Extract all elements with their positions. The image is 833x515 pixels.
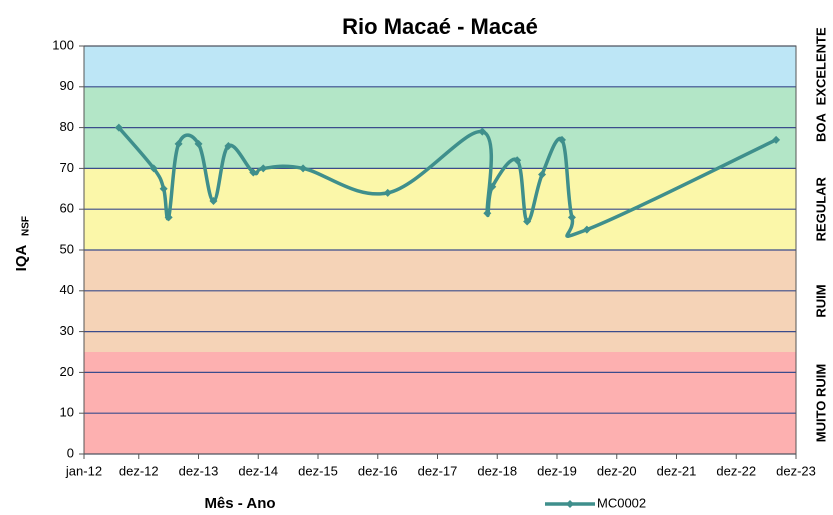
x-tick-label: dez-12 xyxy=(119,463,159,478)
x-tick-label: dez-16 xyxy=(358,463,398,478)
y-axis-title: IQA xyxy=(13,245,30,272)
chart-title: Rio Macaé - Macaé xyxy=(342,14,538,39)
band xyxy=(84,352,796,454)
point xyxy=(582,225,591,234)
plot-frame xyxy=(83,45,797,455)
band-label: MUITO RUIM xyxy=(813,364,828,442)
y-tick-label: 50 xyxy=(60,241,74,256)
point xyxy=(114,123,123,132)
y-tick-label: 90 xyxy=(60,78,74,93)
point xyxy=(249,168,258,177)
point xyxy=(772,135,781,144)
y-tick-label: 40 xyxy=(60,282,74,297)
point xyxy=(523,217,532,226)
legend-marker xyxy=(566,500,574,508)
legend-label: MC0002 xyxy=(597,495,646,510)
point xyxy=(194,139,203,148)
x-tick-label: dez-13 xyxy=(179,463,219,478)
point xyxy=(567,213,576,222)
point xyxy=(174,139,183,148)
x-tick-label: dez-18 xyxy=(477,463,517,478)
x-tick-label: jan-12 xyxy=(65,463,102,478)
band xyxy=(84,250,796,352)
y-tick-label: 30 xyxy=(60,323,74,338)
point xyxy=(149,164,158,173)
band-label: RUIM xyxy=(813,284,828,317)
point xyxy=(483,209,492,218)
point xyxy=(259,164,268,173)
point xyxy=(224,141,233,150)
point xyxy=(538,170,547,179)
point xyxy=(557,135,566,144)
x-tick-label: dez-14 xyxy=(238,463,278,478)
y-axis-title-sub: NSF xyxy=(21,216,32,236)
point xyxy=(299,164,308,173)
band-label: REGULAR xyxy=(813,176,828,241)
x-tick-label: dez-15 xyxy=(298,463,338,478)
y-tick-label: 20 xyxy=(60,364,74,379)
point xyxy=(383,188,392,197)
x-tick-label: dez-22 xyxy=(716,463,756,478)
x-axis-title: Mês - Ano xyxy=(204,495,275,512)
point xyxy=(513,156,522,165)
y-tick-label: 100 xyxy=(52,37,74,52)
y-tick-label: 0 xyxy=(67,445,74,460)
band xyxy=(84,46,796,87)
y-tick-label: 60 xyxy=(60,201,74,216)
y-tick-label: 80 xyxy=(60,119,74,134)
band-label: EXCELENTE xyxy=(813,27,828,105)
y-tick-label: 70 xyxy=(60,160,74,175)
point xyxy=(478,127,487,136)
x-tick-label: dez-23 xyxy=(776,463,816,478)
y-axis-title-group: IQA NSF xyxy=(13,216,32,271)
x-tick-label: dez-20 xyxy=(597,463,637,478)
point xyxy=(164,213,173,222)
x-tick-label: dez-17 xyxy=(418,463,458,478)
point xyxy=(488,182,497,191)
x-tick-label: dez-19 xyxy=(537,463,577,478)
x-tick-label: dez-21 xyxy=(657,463,697,478)
band-label: BOA xyxy=(813,113,828,143)
point xyxy=(209,197,218,206)
point xyxy=(159,184,168,193)
y-tick-label: 10 xyxy=(60,405,74,420)
